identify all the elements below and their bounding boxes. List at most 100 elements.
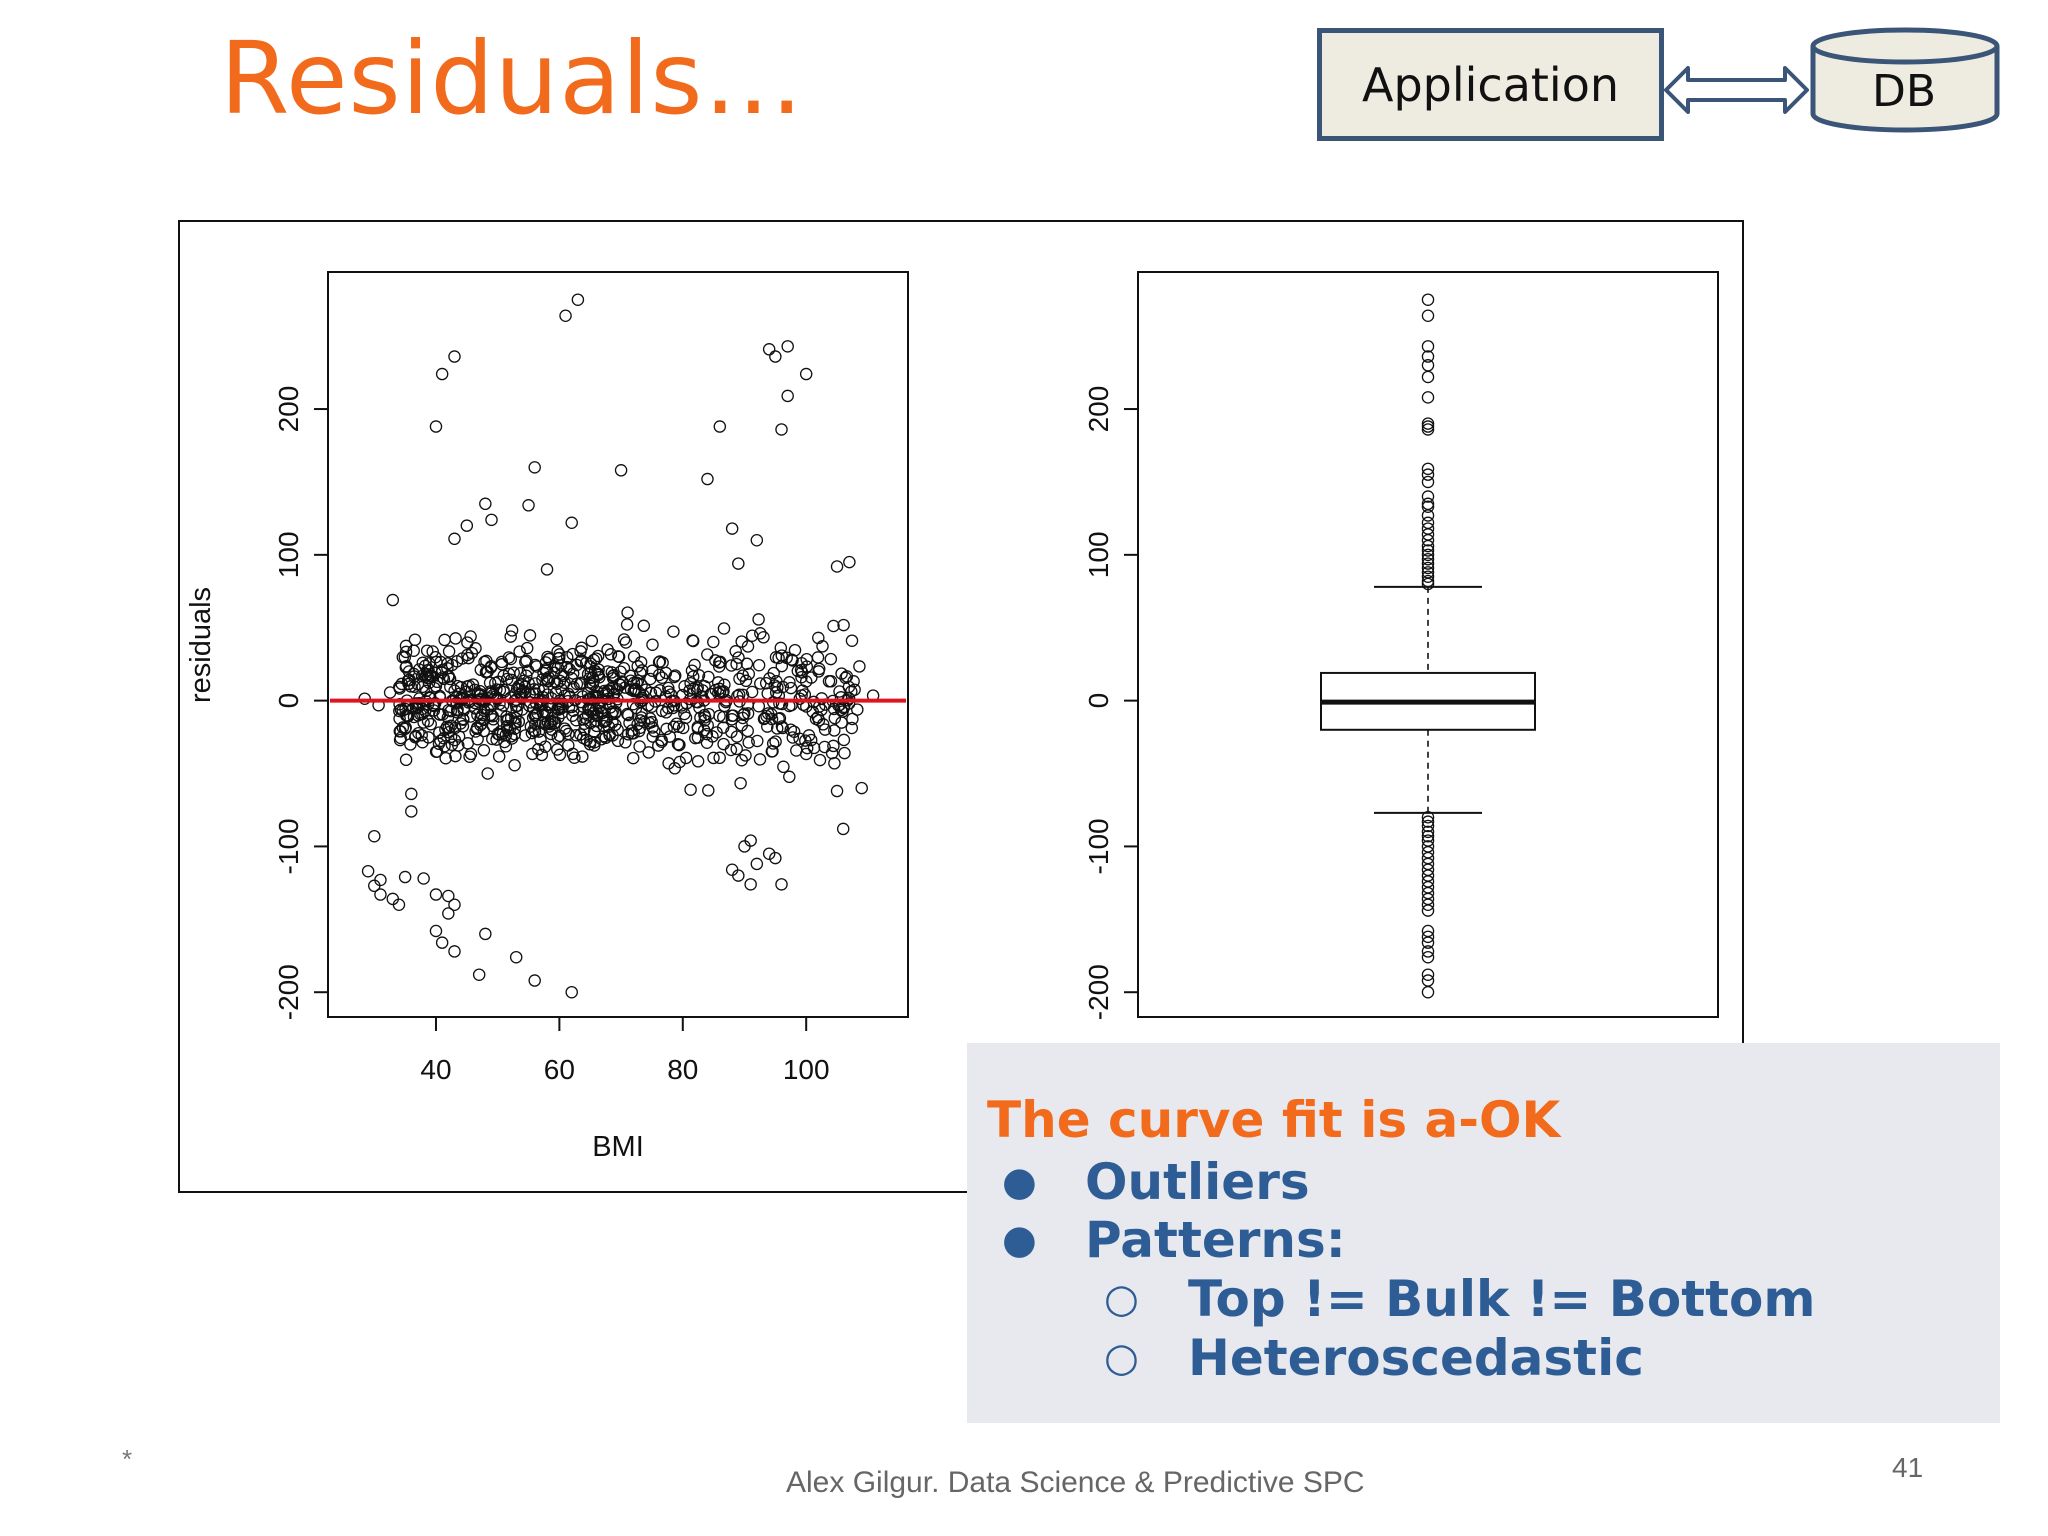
scatter-point [489,676,502,690]
scatter-point [701,472,714,486]
scatter-point [586,671,600,684]
scatter-point [526,747,539,761]
scatter-point [710,726,723,739]
scatter-point [660,722,673,736]
scatter-point [701,648,714,661]
scatter-point [629,682,642,696]
scatter-point [711,676,725,689]
scatter-point [386,892,400,906]
scatter-point [765,712,779,726]
scatter-point [393,725,407,738]
scatter-point [617,661,631,675]
scatter-point [668,669,682,682]
scatter-point [799,734,812,747]
scatter-point [784,723,798,736]
scatter-point [399,661,413,674]
scatter-point [401,674,415,687]
scatter-point [432,737,446,751]
scatter-point [479,497,492,511]
scatter-point [442,889,455,903]
scatter-point [392,898,406,911]
scatter-point [830,784,844,798]
scatter-point [827,739,840,753]
scatter-point [845,721,859,735]
scatter-point [685,664,699,677]
scatter-point [442,907,455,920]
scatter-point [591,649,605,663]
scatter-point [549,686,563,700]
scatter-point [429,650,442,664]
scatter-point [440,720,454,734]
boxplot-outlier [1421,815,1435,828]
scatter-point [752,658,766,672]
scatter-point [562,739,575,752]
boxplot-body [1320,585,1536,814]
scatter-point [508,758,521,772]
scatter-point [448,350,461,363]
scatter-point [484,708,497,722]
scatter-point [424,691,437,705]
scatter-point [745,629,759,642]
scatter-point [492,728,506,741]
scatter-point [439,723,452,736]
scatter-point [426,645,439,658]
scatter-point [696,684,709,697]
scatter-point [713,420,727,433]
scatter-point [827,619,840,633]
scatter-point [452,739,465,752]
boxplot-outlier [1421,811,1435,824]
scatter-point [730,742,743,756]
scatter-point [786,654,799,667]
scatter-point [724,743,738,757]
y-tick-label: 100 [273,531,304,578]
database-icon [1810,27,2000,133]
scatter-point [448,898,461,911]
y-tick-label: 200 [273,386,304,433]
scatter-point [438,633,451,647]
boxplot-outlier [1421,945,1435,958]
y-tick-label: 100 [1083,531,1114,578]
boxplot-outlier [1421,548,1435,562]
scatter-point [540,563,554,576]
scatter-point [470,722,484,735]
scatter-point [642,746,655,759]
scatter-point [769,735,782,748]
scatter-point [830,560,844,573]
scatter-point [515,691,528,705]
scatter-point [662,685,675,698]
scatter-point [374,873,387,887]
scatter-point [469,642,482,655]
scatter-point [608,707,622,720]
boxplot-outlier [1421,475,1435,489]
boxplot-outlier [1421,825,1435,839]
scatter-point [837,733,851,747]
scatter-point [540,672,553,686]
scatter-point [770,722,784,735]
scatter-point [472,968,486,981]
scatter-point [678,680,691,693]
scatter-point [809,712,823,726]
scatter-point [437,672,451,686]
scatter-point [725,863,739,876]
slide-title: Residuals… [220,20,805,137]
scatter-point [692,669,706,682]
scatter-point [597,719,611,733]
y-tick-label: -100 [1083,818,1114,874]
scatter-point [637,619,651,633]
scatter-point [494,704,508,718]
scatter-point [626,697,640,711]
scatter-point [452,730,466,743]
scatter-point [509,950,523,964]
scatter-point [753,753,767,766]
scatter-point [662,681,675,695]
scatter-point [702,784,715,797]
scatter-point [505,624,519,637]
scatter-point [790,744,803,757]
scatter-point [694,711,707,724]
scatter-point [566,647,579,661]
scatter-point [668,762,682,775]
scatter-point [673,755,686,769]
scatter-point [464,630,477,643]
scatter-point [759,676,773,690]
scatter-point [522,499,535,512]
